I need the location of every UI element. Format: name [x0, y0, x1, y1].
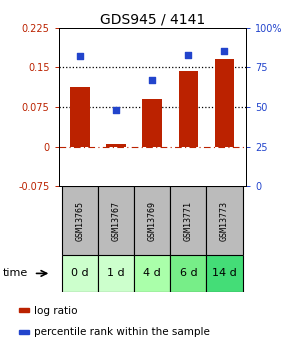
Text: GSM13767: GSM13767: [112, 201, 121, 241]
Bar: [106, 144, 126, 147]
Point: [222, 49, 227, 54]
Point: [186, 52, 191, 57]
Bar: [134, 186, 171, 255]
Text: GSM13769: GSM13769: [148, 201, 157, 241]
Title: GDS945 / 4141: GDS945 / 4141: [100, 12, 205, 27]
Bar: [19, 330, 29, 334]
Bar: [98, 186, 134, 255]
Text: GSM13771: GSM13771: [184, 201, 193, 241]
Bar: [171, 186, 207, 255]
Text: 6 d: 6 d: [180, 268, 197, 278]
Text: percentile rank within the sample: percentile rank within the sample: [34, 327, 210, 337]
Bar: [98, 255, 134, 292]
Bar: [178, 71, 198, 147]
Bar: [207, 186, 243, 255]
Point: [78, 53, 83, 59]
Bar: [19, 308, 29, 313]
Text: log ratio: log ratio: [34, 306, 77, 316]
Text: 4 d: 4 d: [144, 268, 161, 278]
Text: GSM13773: GSM13773: [220, 201, 229, 241]
Bar: [134, 255, 171, 292]
Point: [114, 107, 119, 113]
Bar: [62, 255, 98, 292]
Text: 1 d: 1 d: [108, 268, 125, 278]
Bar: [214, 59, 234, 147]
Text: time: time: [3, 268, 28, 278]
Text: 14 d: 14 d: [212, 268, 237, 278]
Bar: [70, 87, 90, 147]
Text: GSM13765: GSM13765: [76, 201, 85, 241]
Bar: [207, 255, 243, 292]
Bar: [62, 186, 98, 255]
Bar: [142, 99, 162, 147]
Bar: [171, 255, 207, 292]
Point: [150, 77, 155, 83]
Text: 0 d: 0 d: [71, 268, 89, 278]
